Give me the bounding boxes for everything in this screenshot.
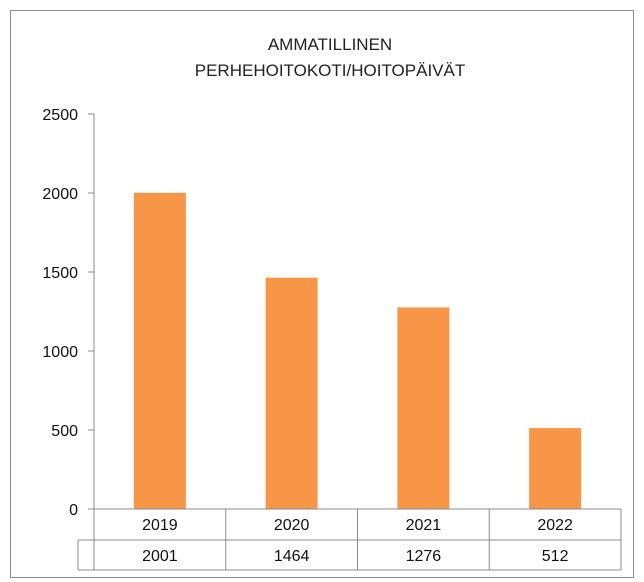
y-tick-label: 0 (69, 502, 78, 519)
category-label: 2020 (274, 517, 310, 534)
data-table-value: 2001 (142, 548, 178, 565)
chart-title-line-1: AMMATILLINEN (268, 35, 392, 54)
category-label: 2019 (142, 517, 178, 534)
data-table-value: 1464 (274, 548, 310, 565)
bar (397, 307, 450, 509)
category-label: 2021 (406, 517, 442, 534)
y-tick-label: 500 (51, 423, 78, 440)
y-tick-label: 2000 (42, 186, 78, 203)
y-axis: 0 500 1000 1500 2000 2500 (42, 107, 95, 519)
bars (133, 192, 582, 510)
bar (265, 277, 318, 509)
y-tick-label: 1000 (42, 344, 78, 361)
y-tick-label: 1500 (42, 265, 78, 282)
y-tick-label: 2500 (42, 107, 78, 124)
bar (133, 192, 186, 510)
bar (529, 428, 582, 509)
data-table-value: 512 (542, 548, 569, 565)
data-table: 2019 2020 2021 2022 2001 1464 1276 512 (77, 508, 622, 571)
chart-title-line-2: PERHEHOITOKOTI/HOITOPÄIVÄT (195, 61, 465, 80)
category-label: 2022 (537, 517, 573, 534)
data-table-value: 1276 (406, 548, 442, 565)
